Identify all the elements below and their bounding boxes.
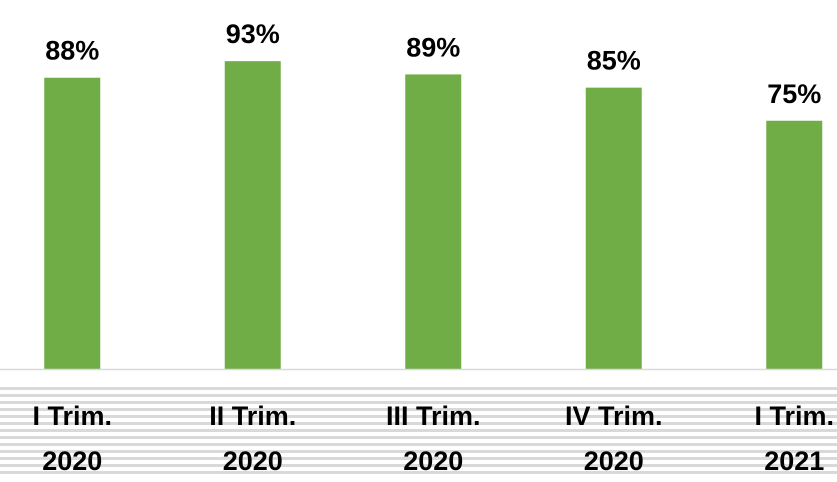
category-label: I Trim. (32, 401, 112, 431)
bar-series (44, 61, 823, 370)
axis-background-stripe (0, 450, 837, 453)
bar (766, 120, 823, 369)
category-label: I Trim. (754, 401, 834, 431)
axis-background-stripe (0, 464, 837, 467)
axis-background-stripe (0, 408, 837, 411)
axis-background-stripe (0, 429, 837, 432)
axis-background-stripe (0, 422, 837, 425)
category-label: 2020 (223, 446, 283, 476)
data-label: 75% (767, 79, 821, 109)
data-label: 93% (226, 19, 280, 49)
category-label: 2021 (764, 446, 824, 476)
bar (405, 74, 462, 369)
axis-background-stripe (0, 387, 837, 390)
axis-background-stripe (0, 471, 837, 474)
bar (585, 87, 642, 370)
axis-background-stripe (0, 394, 837, 397)
axis-background-stripe (0, 415, 837, 418)
category-label: 2020 (403, 446, 463, 476)
category-label: IV Trim. (565, 401, 663, 431)
axis-background-stripe (0, 443, 837, 446)
data-label: 85% (587, 46, 641, 76)
bar (44, 77, 101, 369)
axis-background-stripe (0, 436, 837, 439)
axis-background-stripe (0, 401, 837, 404)
data-labels: 88% 93% 89% 85% 75% (45, 19, 821, 109)
category-axis-background (0, 387, 837, 474)
category-label: II Trim. (209, 401, 296, 431)
data-label: 89% (406, 32, 460, 62)
category-label: 2020 (584, 446, 644, 476)
data-label: 88% (45, 36, 99, 66)
category-label: III Trim. (386, 401, 481, 431)
bar (224, 61, 281, 370)
category-label: 2020 (42, 446, 102, 476)
category-axis-labels: I Trim. 2020 II Trim. 2020 III Trim. 2020 IV T… (32, 401, 834, 476)
axis-background-stripe (0, 457, 837, 460)
